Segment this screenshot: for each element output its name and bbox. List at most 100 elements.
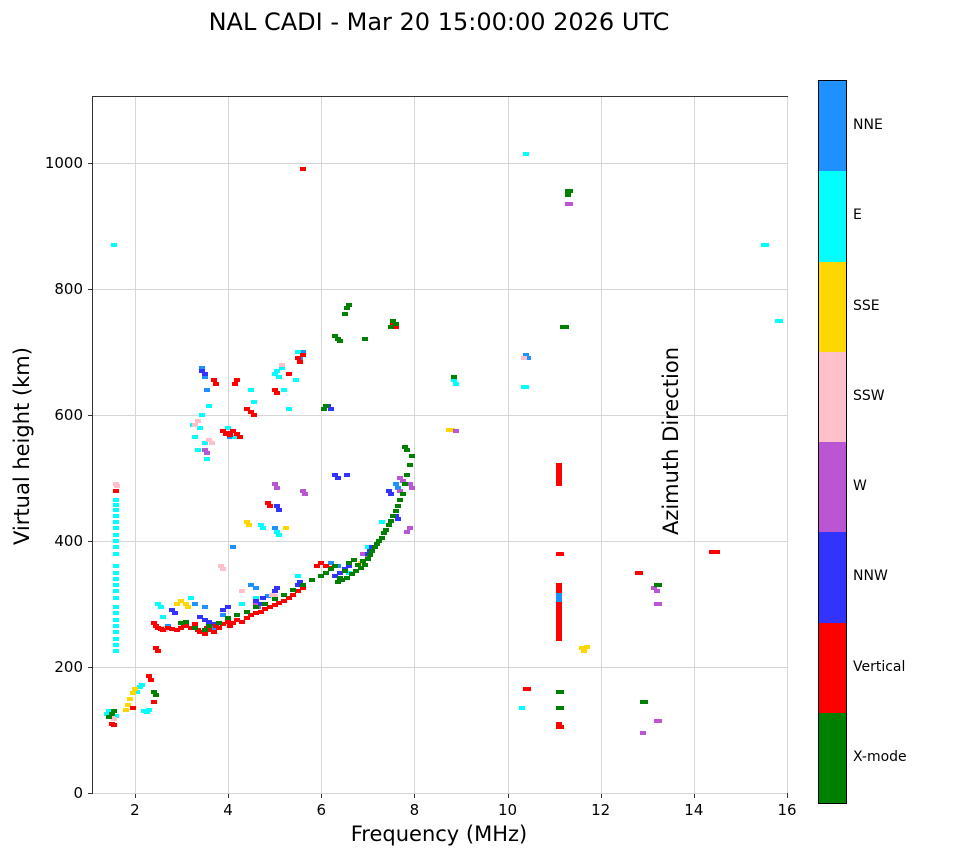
data-point-Vertical — [248, 409, 255, 414]
data-point-E — [113, 595, 120, 600]
data-point-X-mode — [374, 542, 381, 547]
data-point-Vertical — [266, 504, 273, 509]
data-point-E — [113, 576, 120, 581]
data-point-X-mode — [110, 709, 117, 714]
data-point-X-mode — [343, 575, 350, 580]
data-point-Vertical — [285, 595, 292, 600]
data-point-Vertical — [257, 609, 264, 614]
data-point-X-mode — [341, 312, 348, 317]
x-tick-mark — [414, 793, 416, 798]
data-point-E — [194, 447, 201, 452]
data-point-SSE — [185, 605, 192, 610]
data-point-X-mode — [346, 302, 353, 307]
data-point-E — [260, 526, 266, 531]
data-point-Vertical — [299, 167, 306, 172]
data-point-NNW — [271, 589, 278, 594]
data-point-SSW — [239, 589, 246, 594]
data-point-X-mode — [253, 605, 260, 610]
data-point-SSW — [110, 716, 117, 721]
data-point-E — [113, 532, 120, 537]
data-point-Vertical — [558, 551, 565, 556]
data-point-E — [278, 365, 285, 370]
data-point-X-mode — [367, 552, 374, 557]
data-point-E — [248, 387, 255, 392]
data-point-SSE — [183, 602, 190, 607]
data-point-X-mode — [299, 583, 306, 588]
data-point-X-mode — [332, 334, 339, 339]
data-point-W — [567, 202, 574, 207]
data-point-E — [250, 400, 257, 405]
data-point-W — [201, 447, 208, 452]
data-point-NNE — [271, 526, 278, 531]
data-point-E — [113, 714, 120, 719]
data-point-E — [134, 690, 141, 695]
data-point-SSE — [131, 687, 138, 692]
data-point-X-mode — [206, 624, 213, 629]
data-point-NNW — [260, 595, 266, 600]
data-point-W — [397, 476, 404, 481]
data-point-E — [378, 520, 385, 525]
data-point-NNE — [220, 613, 227, 618]
data-point-SSE — [246, 523, 253, 528]
data-point-Vertical — [322, 564, 329, 569]
data-point-E — [197, 425, 204, 430]
data-point-Vertical — [232, 381, 239, 386]
data-point-E — [285, 406, 292, 411]
data-point-W — [360, 551, 367, 556]
data-point-X-mode — [399, 491, 406, 496]
data-point-NNW — [273, 586, 280, 591]
data-point-X-mode — [225, 615, 232, 620]
data-point-E — [113, 583, 120, 588]
colorbar-category-label: Vertical — [853, 658, 906, 675]
data-point-Vertical — [155, 649, 162, 654]
data-point-X-mode — [318, 573, 325, 578]
data-point-SSE — [581, 649, 588, 654]
data-point-X-mode — [308, 578, 315, 583]
data-point-X-mode — [280, 592, 287, 597]
data-point-W — [204, 450, 211, 455]
data-point-X-mode — [397, 498, 404, 503]
data-point-Vertical — [555, 476, 562, 481]
data-point-X-mode — [655, 583, 662, 588]
data-point-X-mode — [336, 338, 343, 343]
data-point-NNW — [201, 617, 208, 622]
data-point-NNW — [343, 472, 350, 477]
data-point-E — [292, 378, 299, 383]
x-tick-label: 4 — [223, 801, 233, 819]
data-point-X-mode — [336, 575, 343, 580]
data-point-Vertical — [129, 705, 136, 710]
data-point-X-mode — [183, 619, 190, 624]
data-point-X-mode — [450, 375, 457, 380]
data-point-NNE — [199, 365, 206, 370]
data-point-E — [294, 573, 301, 578]
data-point-Vertical — [555, 463, 562, 468]
colorbar-segment-W — [819, 442, 846, 533]
data-point-E — [273, 529, 280, 534]
data-point-E — [143, 710, 150, 715]
data-point-Vertical — [243, 615, 250, 620]
data-point-NNW — [197, 614, 204, 619]
data-point-Vertical — [187, 625, 194, 630]
data-point-Vertical — [225, 430, 232, 435]
data-point-X-mode — [343, 306, 350, 310]
data-point-NNW — [253, 598, 260, 603]
data-point-E — [280, 387, 287, 392]
colorbar-category-label: X-mode — [853, 748, 907, 765]
plot-area: 2 4 6 8 10 12 14 16 0 200 400 600 800 1000 — [45, 96, 797, 819]
y-tick-mark — [88, 793, 93, 794]
data-point-E — [192, 435, 199, 440]
colorbar-labels: NNE E SSE SSW W NNW Vertical X-mode — [853, 80, 907, 802]
x-tick-label: 6 — [316, 801, 326, 819]
data-point-Vertical — [555, 466, 562, 471]
x-tick-label: 10 — [497, 801, 518, 819]
data-point-E — [113, 507, 120, 512]
data-point-Vertical — [555, 472, 562, 477]
data-point-X-mode — [371, 545, 378, 550]
data-point-Vertical — [555, 624, 562, 629]
data-point-NNW — [169, 608, 176, 613]
data-point-SSW — [206, 438, 213, 443]
colorbar-segment-X-mode — [819, 712, 846, 803]
data-point-NNW — [388, 491, 395, 496]
data-point-X-mode — [334, 579, 341, 584]
data-point-NNW — [220, 608, 227, 613]
